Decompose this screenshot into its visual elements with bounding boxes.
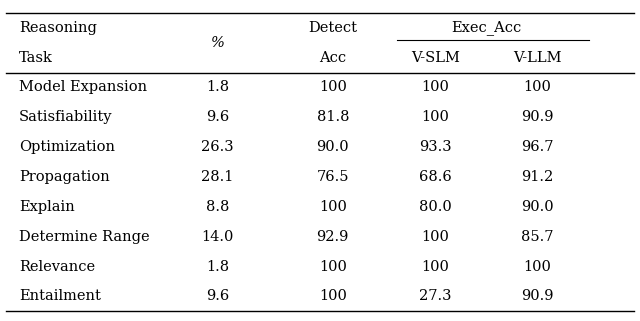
Text: 1.8: 1.8 (206, 260, 229, 273)
Text: 90.0: 90.0 (317, 140, 349, 154)
Text: 90.9: 90.9 (522, 110, 554, 124)
Text: 100: 100 (421, 260, 449, 273)
Text: 27.3: 27.3 (419, 290, 451, 303)
Text: Satisfiability: Satisfiability (19, 110, 113, 124)
Text: 100: 100 (524, 81, 552, 94)
Text: 93.3: 93.3 (419, 140, 451, 154)
Text: Detect: Detect (308, 21, 357, 35)
Text: Relevance: Relevance (19, 260, 95, 273)
Text: 9.6: 9.6 (206, 290, 229, 303)
Text: 85.7: 85.7 (522, 230, 554, 244)
Text: %: % (211, 36, 225, 50)
Text: Acc: Acc (319, 51, 346, 65)
Text: V-LLM: V-LLM (513, 51, 562, 65)
Text: 81.8: 81.8 (317, 110, 349, 124)
Text: Reasoning: Reasoning (19, 21, 97, 35)
Text: 100: 100 (421, 81, 449, 94)
Text: 92.9: 92.9 (317, 230, 349, 244)
Text: V-SLM: V-SLM (411, 51, 460, 65)
Text: Propagation: Propagation (19, 170, 110, 184)
Text: 28.1: 28.1 (202, 170, 234, 184)
Text: 90.0: 90.0 (522, 200, 554, 214)
Text: 90.9: 90.9 (522, 290, 554, 303)
Text: Exec_Acc: Exec_Acc (451, 20, 522, 35)
Text: Entailment: Entailment (19, 290, 101, 303)
Text: 91.2: 91.2 (522, 170, 554, 184)
Text: 100: 100 (421, 230, 449, 244)
Text: 100: 100 (524, 260, 552, 273)
Text: Model Expansion: Model Expansion (19, 81, 147, 94)
Text: 68.6: 68.6 (419, 170, 452, 184)
Text: Determine Range: Determine Range (19, 230, 150, 244)
Text: Explain: Explain (19, 200, 75, 214)
Text: 1.8: 1.8 (206, 81, 229, 94)
Text: 100: 100 (319, 81, 347, 94)
Text: 96.7: 96.7 (522, 140, 554, 154)
Text: 26.3: 26.3 (202, 140, 234, 154)
Text: 80.0: 80.0 (419, 200, 452, 214)
Text: 8.8: 8.8 (206, 200, 229, 214)
Text: 100: 100 (319, 290, 347, 303)
Text: 100: 100 (319, 200, 347, 214)
Text: 100: 100 (319, 260, 347, 273)
Text: 100: 100 (421, 110, 449, 124)
Text: 9.6: 9.6 (206, 110, 229, 124)
Text: 14.0: 14.0 (202, 230, 234, 244)
Text: Optimization: Optimization (19, 140, 115, 154)
Text: 76.5: 76.5 (317, 170, 349, 184)
Text: Task: Task (19, 51, 53, 65)
